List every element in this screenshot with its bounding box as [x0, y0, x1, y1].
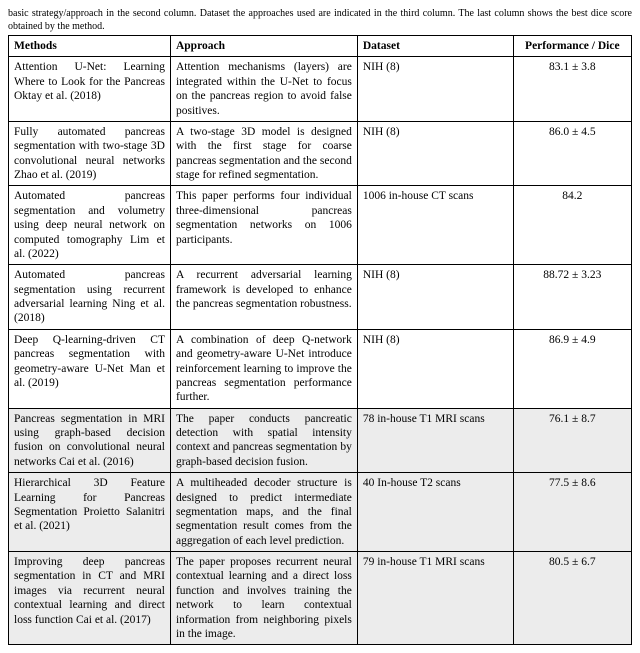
col-performance: Performance / Dice	[513, 36, 631, 57]
cell-approach: Attention mechanisms (layers) are integr…	[170, 57, 357, 122]
cell-methods: Attention U-Net: Learning Where to Look …	[9, 57, 171, 122]
cell-approach: A combination of deep Q-network and geom…	[170, 329, 357, 408]
col-approach: Approach	[170, 36, 357, 57]
cell-performance: 80.5 ± 6.7	[513, 552, 631, 645]
cell-dataset: NIH (8)	[357, 329, 513, 408]
cell-dataset: 1006 in-house CT scans	[357, 186, 513, 265]
cell-dataset: 79 in-house T1 MRI scans	[357, 552, 513, 645]
cell-approach: The paper proposes recurrent neural cont…	[170, 552, 357, 645]
col-methods: Methods	[9, 36, 171, 57]
cell-methods: Improving deep pancreas segmentation in …	[9, 552, 171, 645]
cell-dataset: 40 In-house T2 scans	[357, 473, 513, 552]
cell-performance: 83.1 ± 3.8	[513, 57, 631, 122]
table-caption: basic strategy/approach in the second co…	[8, 8, 632, 33]
table-row: Attention U-Net: Learning Where to Look …	[9, 57, 632, 122]
cell-approach: A multiheaded decoder structure is desig…	[170, 473, 357, 552]
table-header-row: Methods Approach Dataset Performance / D…	[9, 36, 632, 57]
cell-performance: 77.5 ± 8.6	[513, 473, 631, 552]
cell-methods: Fully automated pancreas segmentation wi…	[9, 121, 171, 186]
table-row: Fully automated pancreas segmentation wi…	[9, 121, 632, 186]
cell-dataset: NIH (8)	[357, 57, 513, 122]
cell-methods: Hierarchical 3D Feature Learning for Pan…	[9, 473, 171, 552]
cell-methods: Pancreas segmentation in MRI using graph…	[9, 408, 171, 473]
table-row: Hierarchical 3D Feature Learning for Pan…	[9, 473, 632, 552]
cell-dataset: 78 in-house T1 MRI scans	[357, 408, 513, 473]
cell-performance: 76.1 ± 8.7	[513, 408, 631, 473]
cell-performance: 86.9 ± 4.9	[513, 329, 631, 408]
results-table: Methods Approach Dataset Performance / D…	[8, 35, 632, 645]
cell-approach: A recurrent adversarial learning framewo…	[170, 265, 357, 330]
table-row: Deep Q-learning-driven CT pancreas segme…	[9, 329, 632, 408]
cell-performance: 86.0 ± 4.5	[513, 121, 631, 186]
cell-dataset: NIH (8)	[357, 121, 513, 186]
table-row: Automated pancreas segmentation and volu…	[9, 186, 632, 265]
table-row: Pancreas segmentation in MRI using graph…	[9, 408, 632, 473]
cell-performance: 88.72 ± 3.23	[513, 265, 631, 330]
cell-approach: The paper conducts pancreatic detection …	[170, 408, 357, 473]
cell-approach: This paper performs four individual thre…	[170, 186, 357, 265]
table-row: Improving deep pancreas segmentation in …	[9, 552, 632, 645]
cell-methods: Automated pancreas segmentation and volu…	[9, 186, 171, 265]
cell-methods: Deep Q-learning-driven CT pancreas segme…	[9, 329, 171, 408]
col-dataset: Dataset	[357, 36, 513, 57]
table-row: Automated pancreas segmentation using re…	[9, 265, 632, 330]
cell-dataset: NIH (8)	[357, 265, 513, 330]
cell-approach: A two-stage 3D model is designed with th…	[170, 121, 357, 186]
cell-performance: 84.2	[513, 186, 631, 265]
cell-methods: Automated pancreas segmentation using re…	[9, 265, 171, 330]
